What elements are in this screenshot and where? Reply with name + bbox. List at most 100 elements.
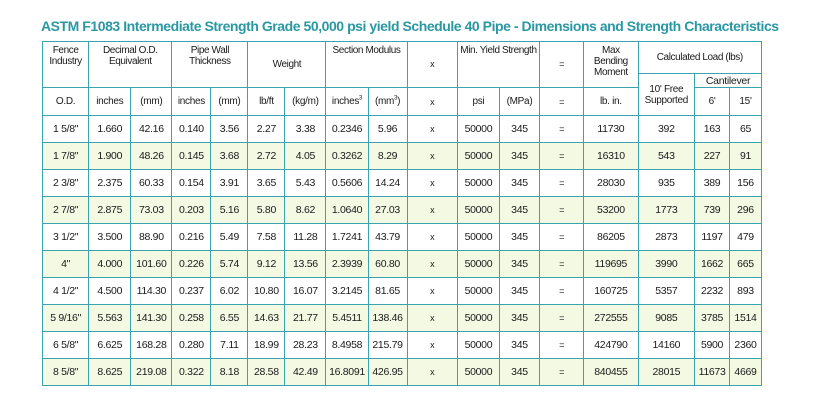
cell-equals: = bbox=[539, 142, 585, 170]
cell-load-6ft: 5900 bbox=[694, 331, 730, 359]
cell-fence-od: 3 1/2" bbox=[41, 223, 90, 251]
cell-bending-moment: 28030 bbox=[583, 169, 639, 197]
cell-wall-inches: 0.258 bbox=[171, 304, 212, 332]
cell-yield-mpa: 345 bbox=[498, 358, 541, 386]
unit-mm: (mm) bbox=[130, 87, 173, 116]
cell-load-15ft: 91 bbox=[728, 142, 763, 170]
table-row: 8 5/8" 8.625 219.08 0.322 8.18 28.58 42.49 16.8… bbox=[41, 358, 763, 386]
cell-yield-psi: 50000 bbox=[456, 358, 500, 386]
cell-modulus-in3: 16.8091 bbox=[325, 358, 369, 386]
cell-equals: = bbox=[539, 115, 585, 143]
cell-wall-mm: 5.74 bbox=[210, 250, 249, 278]
cell-wall-inches: 0.145 bbox=[171, 142, 212, 170]
cell-od-inches: 8.625 bbox=[88, 358, 132, 386]
cell-od-mm: 168.28 bbox=[130, 331, 173, 359]
cell-yield-mpa: 345 bbox=[498, 331, 541, 359]
cell-yield-mpa: 345 bbox=[498, 142, 541, 170]
cell-load-free: 28015 bbox=[637, 358, 696, 386]
cell-bending-moment: 840455 bbox=[583, 358, 639, 386]
unit-mm-cubed-close: ) bbox=[397, 96, 401, 107]
cell-modulus-in3: 0.2346 bbox=[325, 115, 369, 143]
cell-yield-psi: 50000 bbox=[456, 223, 500, 251]
cell-bending-moment: 16310 bbox=[583, 142, 639, 170]
unit-inches-cubed: inches3 bbox=[325, 87, 369, 116]
table-row: 2 7/8" 2.875 73.03 0.203 5.16 5.80 8.62 1.0640 2… bbox=[41, 196, 763, 224]
cell-load-6ft: 11673 bbox=[694, 358, 730, 386]
cell-od-mm: 141.30 bbox=[130, 304, 173, 332]
cell-weight-lbft: 9.12 bbox=[247, 250, 286, 278]
cell-od-mm: 219.08 bbox=[130, 358, 173, 386]
cell-weight-lbft: 14.63 bbox=[247, 304, 286, 332]
header-cantilever: Cantilever bbox=[694, 73, 762, 88]
cell-modulus-mm3: 14.24 bbox=[367, 169, 408, 197]
cell-load-15ft: 65 bbox=[728, 115, 763, 143]
cell-weight-kgm: 8.62 bbox=[284, 196, 327, 224]
cell-load-6ft: 739 bbox=[694, 196, 730, 224]
cell-weight-kgm: 4.05 bbox=[284, 142, 327, 170]
cell-yield-mpa: 345 bbox=[498, 250, 541, 278]
cell-wall-inches: 0.154 bbox=[171, 169, 212, 197]
cell-od-mm: 48.26 bbox=[130, 142, 173, 170]
table-body: 1 5/8" 1.660 42.16 0.140 3.56 2.27 3.38 0.2346 5… bbox=[41, 115, 763, 386]
cell-fence-od: 4" bbox=[41, 250, 90, 278]
cell-od-inches: 1.900 bbox=[88, 142, 132, 170]
header-section-modulus: Section Modulus bbox=[325, 41, 408, 88]
cell-modulus-in3: 2.3939 bbox=[325, 250, 369, 278]
cell-load-6ft: 3785 bbox=[694, 304, 730, 332]
cell-multiply: x bbox=[406, 115, 458, 143]
cell-yield-psi: 50000 bbox=[456, 142, 500, 170]
cell-od-inches: 6.625 bbox=[88, 331, 132, 359]
cell-modulus-in3: 8.4958 bbox=[325, 331, 369, 359]
cell-yield-psi: 50000 bbox=[456, 331, 500, 359]
table-row: 6 5/8" 6.625 168.28 0.280 7.11 18.99 28.23 8.49… bbox=[41, 331, 763, 359]
table-row: 2 3/8" 2.375 60.33 0.154 3.91 3.65 5.43 0.5606 1… bbox=[41, 169, 763, 197]
unit-inches-cubed-sup: 3 bbox=[359, 95, 363, 102]
cell-modulus-mm3: 81.65 bbox=[367, 277, 408, 305]
cell-weight-lbft: 5.80 bbox=[247, 196, 286, 224]
unit-lbft: lb/ft bbox=[247, 87, 286, 116]
cell-fence-od: 5 9/16" bbox=[41, 304, 90, 332]
cell-modulus-in3: 1.7241 bbox=[325, 223, 369, 251]
cell-fence-od: 8 5/8" bbox=[41, 358, 90, 386]
cell-load-free: 3990 bbox=[637, 250, 696, 278]
cell-od-inches: 2.875 bbox=[88, 196, 132, 224]
cell-yield-psi: 50000 bbox=[456, 304, 500, 332]
cell-wall-inches: 0.237 bbox=[171, 277, 212, 305]
cell-equals: = bbox=[539, 250, 585, 278]
cell-bending-moment: 119695 bbox=[583, 250, 639, 278]
cell-yield-mpa: 345 bbox=[498, 115, 541, 143]
cell-fence-od: 6 5/8" bbox=[41, 331, 90, 359]
cell-od-inches: 4.500 bbox=[88, 277, 132, 305]
header-free-supported: 10' Free Supported bbox=[637, 73, 696, 116]
unit-mm-cubed: (mm3) bbox=[367, 87, 408, 116]
table-row: 4 1/2" 4.500 114.30 0.237 6.02 10.80 16.07 3.21… bbox=[41, 277, 763, 305]
cell-wall-mm: 3.68 bbox=[210, 142, 249, 170]
cell-fence-od: 2 3/8" bbox=[41, 169, 90, 197]
header-weight: Weight bbox=[247, 41, 327, 88]
cell-wall-inches: 0.140 bbox=[171, 115, 212, 143]
header-decimal-od: Decimal O.D. Equivalent bbox=[88, 41, 173, 88]
cell-load-free: 14160 bbox=[637, 331, 696, 359]
cell-od-inches: 1.660 bbox=[88, 115, 132, 143]
cell-wall-inches: 0.216 bbox=[171, 223, 212, 251]
cell-modulus-mm3: 138.46 bbox=[367, 304, 408, 332]
cell-modulus-mm3: 27.03 bbox=[367, 196, 408, 224]
cell-bending-moment: 424790 bbox=[583, 331, 639, 359]
cell-od-mm: 101.60 bbox=[130, 250, 173, 278]
cell-od-mm: 42.16 bbox=[130, 115, 173, 143]
cell-load-free: 9085 bbox=[637, 304, 696, 332]
unit-kgm: (kg/m) bbox=[284, 87, 327, 116]
cell-wall-mm: 6.02 bbox=[210, 277, 249, 305]
cell-weight-lbft: 2.72 bbox=[247, 142, 286, 170]
cell-wall-inches: 0.226 bbox=[171, 250, 212, 278]
cell-od-inches: 4.000 bbox=[88, 250, 132, 278]
cell-bending-moment: 86205 bbox=[583, 223, 639, 251]
cell-yield-psi: 50000 bbox=[456, 169, 500, 197]
table-row: 4" 4.000 101.60 0.226 5.74 9.12 13.56 2.3939 60.… bbox=[41, 250, 763, 278]
unit-mm-cubed-sup: 3 bbox=[394, 95, 398, 102]
cell-load-free: 543 bbox=[637, 142, 696, 170]
cell-load-15ft: 2360 bbox=[728, 331, 763, 359]
cell-wall-mm: 3.56 bbox=[210, 115, 249, 143]
cell-modulus-in3: 1.0640 bbox=[325, 196, 369, 224]
cell-wall-mm: 3.91 bbox=[210, 169, 249, 197]
